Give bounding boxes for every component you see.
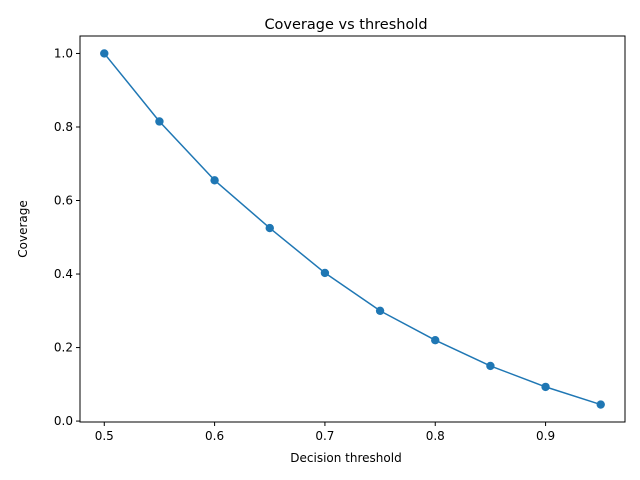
y-tick-label: 1.0 — [54, 46, 73, 60]
data-point — [541, 382, 550, 392]
y-tick-label: 0.8 — [54, 120, 73, 134]
plot-area — [100, 49, 605, 409]
x-axis-label: Decision threshold — [290, 451, 401, 465]
axes-frame — [79, 35, 626, 423]
data-point — [431, 336, 440, 345]
x-tick-label: 0.7 — [315, 429, 334, 443]
y-axis-label: Coverage — [16, 200, 30, 258]
y-tick-label: 0.6 — [54, 194, 73, 208]
data-point — [320, 268, 330, 278]
data-point — [265, 223, 274, 233]
data-point — [375, 306, 385, 315]
data-point — [210, 176, 219, 185]
x-tick-label: 0.6 — [205, 429, 224, 443]
y-tick-label: 0.2 — [54, 341, 73, 355]
x-tick-label: 0.5 — [95, 429, 114, 443]
y-tick-label: 0.4 — [54, 267, 73, 281]
data-point — [155, 117, 164, 126]
series-line — [103, 52, 601, 406]
data-point — [596, 400, 605, 409]
chart-title: Coverage vs threshold — [264, 17, 427, 33]
data-point — [100, 49, 109, 58]
y-tick-label: 0.0 — [54, 414, 73, 428]
x-axis: 0.5 0.6 0.7 0.8 0.9 — [95, 422, 555, 443]
y-axis: 0.0 0.2 0.4 0.6 0.8 1.0 — [54, 46, 80, 428]
data-point — [486, 361, 495, 371]
x-tick-label: 0.9 — [536, 429, 555, 443]
x-tick-label: 0.8 — [426, 429, 445, 443]
